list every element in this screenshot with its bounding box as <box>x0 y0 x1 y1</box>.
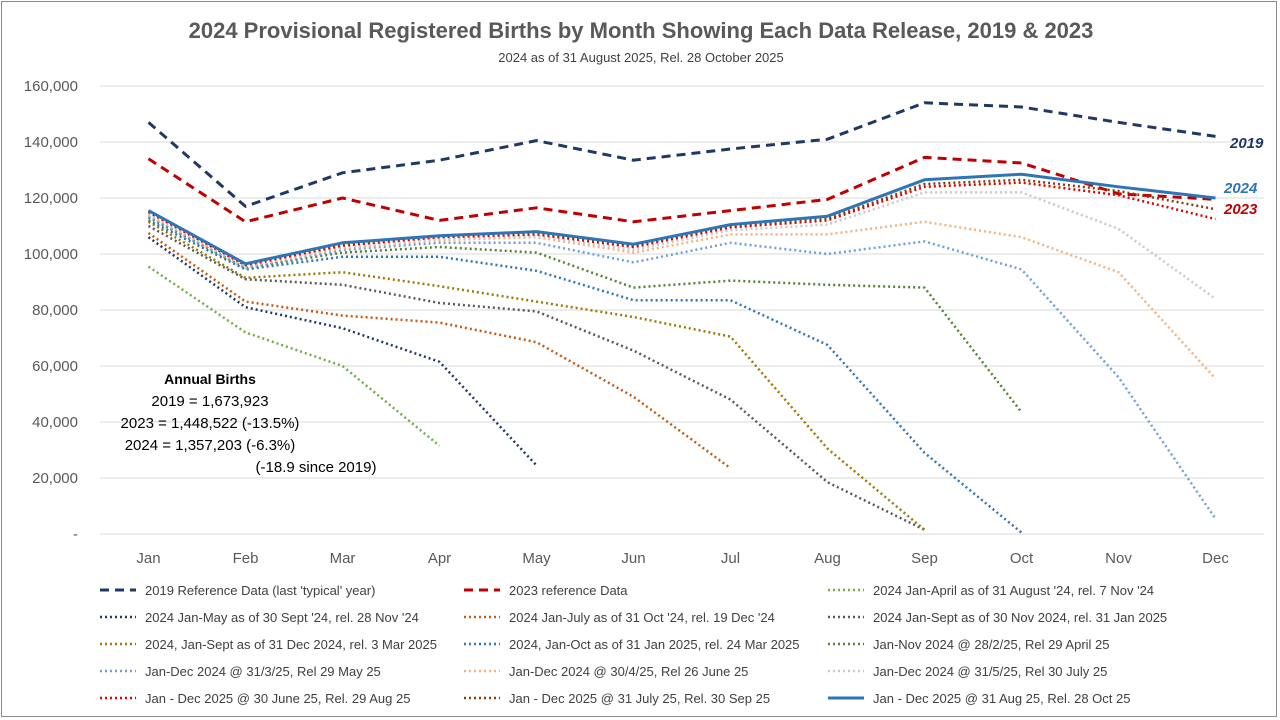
series-end-labels: 2019 2023 2024 <box>1223 135 1264 218</box>
legend-label: 2024 Jan-July as of 31 Oct '24, rel. 19 … <box>509 610 775 625</box>
series-line-2024-jan-oct-as-of-31-jan-2025-rel-24-mar-2025 <box>147 219 1023 534</box>
x-tick-label: Feb <box>233 550 259 567</box>
series-line-2024-jan-sept-as-of-31-dec-2024-rel-3-mar-2025 <box>147 220 926 531</box>
legend-label: 2024, Jan-Oct as of 31 Jan 2025, rel. 24… <box>509 637 800 652</box>
legend-label: 2023 reference Data <box>509 583 628 598</box>
legend-label: Jan-Nov 2024 @ 28/2/25, Rel 29 April 25 <box>873 637 1110 652</box>
y-tick-label: 20,000 <box>32 470 78 487</box>
x-tick-label: Jun <box>621 550 645 567</box>
series-line-jan-dec-2025-31-aug-25-rel-28-oct-25 <box>147 172 1216 266</box>
legend-item: Jan-Dec 2024 @ 31/5/25, Rel 30 July 25 <box>828 664 1107 679</box>
annotation-line-since-2019: (-18.9 since 2019) <box>256 459 377 476</box>
y-tick-label: 160,000 <box>24 78 78 95</box>
annual-births-annotation: Annual Births 2019 = 1,673,923 2023 = 1,… <box>121 371 377 476</box>
series-line-jan-dec-2024-31-5-25-rel-30-july-25 <box>147 191 1217 300</box>
legend: 2019 Reference Data (last 'typical' year… <box>100 583 1167 706</box>
legend-label: 2024, Jan-Sept as of 31 Dec 2024, rel. 3… <box>145 637 437 652</box>
series-lines <box>147 101 1217 534</box>
legend-item: Jan - Dec 2025 @ 31 July 25, Rel. 30 Sep… <box>464 691 770 706</box>
y-tick-label: 120,000 <box>24 190 78 207</box>
legend-item: Jan-Dec 2024 @ 30/4/25, Rel 26 June 25 <box>464 664 748 679</box>
legend-item: Jan-Nov 2024 @ 28/2/25, Rel 29 April 25 <box>828 637 1110 652</box>
legend-label: Jan-Dec 2024 @ 30/4/25, Rel 26 June 25 <box>509 664 748 679</box>
y-tick-label: 60,000 <box>32 358 78 375</box>
chart-title: 2024 Provisional Registered Births by Mo… <box>189 18 1094 43</box>
y-tick-label: 80,000 <box>32 302 78 319</box>
x-tick-label: Jul <box>721 550 740 567</box>
annotation-line-2024: 2024 = 1,357,203 (-6.3%) <box>125 437 296 454</box>
x-tick-label: Oct <box>1010 550 1034 567</box>
legend-label: 2019 Reference Data (last 'typical' year… <box>145 583 375 598</box>
legend-item: Jan - Dec 2025 @ 31 Aug 25, Rel. 28 Oct … <box>828 691 1130 706</box>
x-tick-label: Aug <box>814 550 841 567</box>
end-label-2019: 2019 <box>1229 135 1264 152</box>
legend-label: 2024 Jan-May as of 30 Sept '24, rel. 28 … <box>145 610 419 625</box>
series-line-2019-reference-data-last-typical-year <box>147 101 1216 208</box>
y-tick-label: 40,000 <box>32 414 78 431</box>
legend-label: Jan - Dec 2025 @ 30 June 25, Rel. 29 Aug… <box>145 691 410 706</box>
annotation-line-2023: 2023 = 1,448,522 (-13.5%) <box>121 415 300 432</box>
legend-item: Jan-Dec 2024 @ 31/3/25, Rel 29 May 25 <box>100 664 381 679</box>
series-line-2024-jan-july-as-of-31-oct-24-rel-19-dec-24 <box>147 231 732 470</box>
legend-label: Jan - Dec 2025 @ 31 July 25, Rel. 30 Sep… <box>509 691 770 706</box>
legend-item: 2019 Reference Data (last 'typical' year… <box>100 583 375 598</box>
x-tick-label: Jan <box>136 550 160 567</box>
series-line-2023-reference-data <box>147 155 1216 224</box>
annotation-line-2019: 2019 = 1,673,923 <box>151 393 268 410</box>
y-tick-label: 100,000 <box>24 246 78 263</box>
series-line-jan-dec-2025-30-june-25-rel-29-aug-25 <box>147 181 1216 267</box>
legend-item: 2024, Jan-Sept as of 31 Dec 2024, rel. 3… <box>100 637 437 652</box>
chart-subtitle: 2024 as of 31 August 2025, Rel. 28 Octob… <box>498 50 784 65</box>
x-tick-label: Mar <box>330 550 356 567</box>
legend-item: 2024 Jan-May as of 30 Sept '24, rel. 28 … <box>100 610 419 625</box>
legend-item: 2024, Jan-Oct as of 31 Jan 2025, rel. 24… <box>464 637 800 652</box>
legend-label: Jan-Dec 2024 @ 31/5/25, Rel 30 July 25 <box>873 664 1107 679</box>
annotation-heading: Annual Births <box>164 371 256 387</box>
legend-label: Jan-Dec 2024 @ 31/3/25, Rel 29 May 25 <box>145 664 381 679</box>
x-tick-label: Nov <box>1105 550 1132 567</box>
legend-item: 2024 Jan-Sept as of 30 Nov 2024, rel. 31… <box>828 610 1167 625</box>
y-axis-ticks: - 20,000 40,000 60,000 80,000 100,000 120,000 1… <box>24 78 78 543</box>
y-tick-label: - <box>73 526 78 543</box>
series-line-jan-dec-2024-31-3-25-rel-29-may-25 <box>147 215 1217 520</box>
x-tick-label: May <box>522 550 551 567</box>
x-tick-label: Dec <box>1202 550 1229 567</box>
legend-item: 2024 Jan-July as of 31 Oct '24, rel. 19 … <box>464 610 775 625</box>
legend-item: 2023 reference Data <box>464 583 628 598</box>
legend-item: 2024 Jan-April as of 31 August '24, rel.… <box>828 583 1154 598</box>
legend-label: 2024 Jan-April as of 31 August '24, rel.… <box>873 583 1154 598</box>
legend-label: Jan - Dec 2025 @ 31 Aug 25, Rel. 28 Oct … <box>873 691 1130 706</box>
x-tick-label: Apr <box>428 550 451 567</box>
x-axis-ticks: Jan Feb Mar Apr May Jun Jul Aug Sep Oct Nov Dec <box>136 550 1229 567</box>
x-tick-label: Sep <box>911 550 938 567</box>
series-line-jan-dec-2024-30-4-25-rel-26-june-25 <box>147 213 1217 380</box>
end-label-2024: 2024 <box>1223 180 1258 197</box>
y-tick-label: 140,000 <box>24 134 78 151</box>
legend-item: Jan - Dec 2025 @ 30 June 25, Rel. 29 Aug… <box>100 691 410 706</box>
legend-label: 2024 Jan-Sept as of 30 Nov 2024, rel. 31… <box>873 610 1167 625</box>
end-label-2023: 2023 <box>1223 201 1258 218</box>
